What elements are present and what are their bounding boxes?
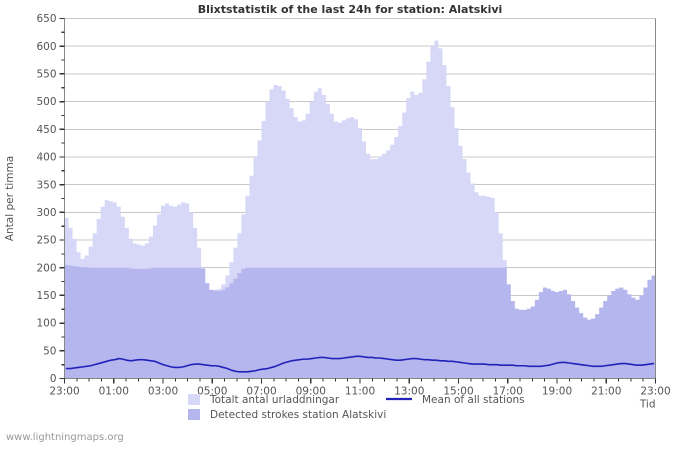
svg-text:11:00: 11:00 (345, 386, 375, 398)
svg-text:Mean of all stations: Mean of all stations (422, 394, 525, 406)
svg-text:23:00: 23:00 (49, 386, 79, 398)
svg-text:350: 350 (36, 179, 56, 191)
svg-text:150: 150 (36, 290, 56, 302)
svg-text:15:00: 15:00 (443, 386, 473, 398)
x-axis-ticks: 23:00 01:00 03:00 05:00 07:00 09:00 11:00 13:00… (49, 378, 671, 398)
axis-titles-group: Antal per timma Tid (4, 156, 656, 411)
chart-legend: Totalt antal urladdningar Detected stroke… (188, 394, 525, 421)
legend-total: Totalt antal urladdningar (188, 394, 340, 406)
area-station-strokes (64, 264, 656, 379)
svg-text:550: 550 (36, 68, 56, 80)
svg-text:03:00: 03:00 (148, 386, 178, 398)
svg-text:Detected strokes station Alats: Detected strokes station Alatskivi (210, 409, 386, 421)
svg-text:500: 500 (36, 96, 56, 108)
svg-text:50: 50 (43, 345, 56, 357)
line-mean-all-stations (65, 355, 655, 373)
legend-mean: Mean of all stations (386, 394, 525, 406)
chart-title: Blixtstatistik of the last 24h for stati… (197, 3, 503, 16)
site-watermark: www.lightningmaps.org (6, 432, 124, 443)
svg-text:300: 300 (36, 207, 56, 219)
svg-text:650: 650 (36, 13, 56, 25)
y-axis-ticks: 0 50 100 150 200 250 300 350 400 450 500 550 600 650 (36, 13, 65, 385)
svg-text:0: 0 (50, 373, 57, 385)
svg-text:01:00: 01:00 (99, 386, 129, 398)
svg-text:250: 250 (36, 235, 56, 247)
svg-text:Tid: Tid (639, 399, 656, 411)
svg-text:07:00: 07:00 (246, 386, 276, 398)
svg-text:400: 400 (36, 152, 56, 164)
svg-text:Antal per timma: Antal per timma (4, 156, 16, 241)
svg-text:21:00: 21:00 (591, 386, 621, 398)
svg-text:09:00: 09:00 (296, 386, 326, 398)
svg-text:19:00: 19:00 (542, 386, 572, 398)
svg-text:17:00: 17:00 (493, 386, 523, 398)
svg-text:23:00: 23:00 (640, 386, 670, 398)
svg-text:600: 600 (36, 41, 56, 53)
svg-text:450: 450 (36, 124, 56, 136)
svg-text:100: 100 (36, 318, 56, 330)
svg-text:Totalt antal urladdningar: Totalt antal urladdningar (209, 394, 340, 406)
svg-text:13:00: 13:00 (394, 386, 424, 398)
svg-text:05:00: 05:00 (197, 386, 227, 398)
svg-text:200: 200 (36, 262, 56, 274)
legend-station: Detected strokes station Alatskivi (188, 409, 386, 421)
